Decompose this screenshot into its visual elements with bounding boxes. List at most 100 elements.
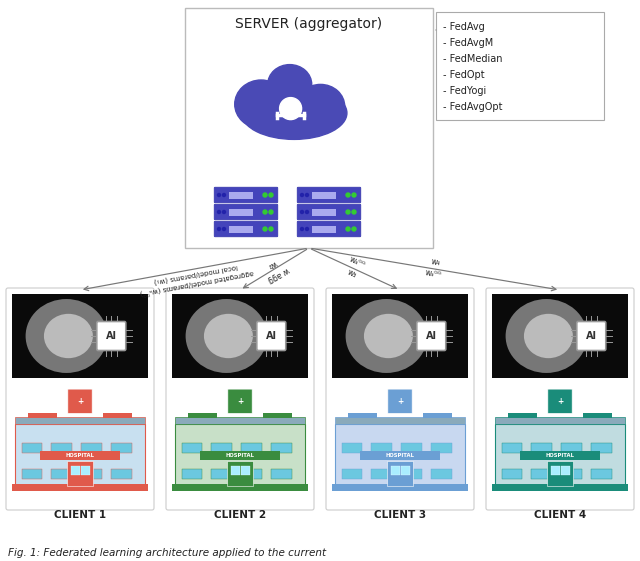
Circle shape xyxy=(305,194,308,196)
FancyBboxPatch shape xyxy=(6,288,154,510)
Text: - FedYogi: - FedYogi xyxy=(443,86,486,96)
FancyBboxPatch shape xyxy=(417,321,446,351)
Bar xyxy=(312,226,335,232)
Ellipse shape xyxy=(506,299,588,373)
Bar xyxy=(15,417,145,424)
Text: +: + xyxy=(397,397,403,406)
Bar xyxy=(335,417,465,424)
FancyBboxPatch shape xyxy=(486,288,634,510)
Bar xyxy=(502,443,522,453)
Bar xyxy=(342,469,362,479)
Ellipse shape xyxy=(44,314,93,358)
Text: CLIENT 1: CLIENT 1 xyxy=(54,510,106,520)
Text: SERVER (aggregator): SERVER (aggregator) xyxy=(236,17,383,31)
Text: CLIENT 4: CLIENT 4 xyxy=(534,510,586,520)
Text: AI: AI xyxy=(266,331,276,341)
Bar xyxy=(391,466,400,475)
Circle shape xyxy=(218,210,221,214)
Circle shape xyxy=(218,194,221,196)
Bar xyxy=(591,469,612,479)
Circle shape xyxy=(263,210,267,214)
Text: HOSPITAL: HOSPITAL xyxy=(545,453,575,458)
Text: +: + xyxy=(557,397,563,406)
Ellipse shape xyxy=(26,299,108,373)
Bar xyxy=(111,469,132,479)
Bar xyxy=(436,12,604,120)
Circle shape xyxy=(352,210,356,214)
Bar xyxy=(231,466,240,475)
Bar xyxy=(348,412,376,418)
Bar xyxy=(531,469,552,479)
Bar xyxy=(241,469,262,479)
Bar xyxy=(241,443,262,453)
Bar xyxy=(229,191,253,199)
Text: - FedAvgM: - FedAvgM xyxy=(443,38,493,48)
Bar xyxy=(22,443,42,453)
FancyBboxPatch shape xyxy=(68,389,92,413)
Ellipse shape xyxy=(186,299,268,373)
Bar xyxy=(401,443,422,453)
FancyBboxPatch shape xyxy=(548,389,572,413)
Bar xyxy=(561,466,570,475)
Circle shape xyxy=(223,194,225,196)
Bar xyxy=(332,294,468,378)
Text: CLIENT 3: CLIENT 3 xyxy=(374,510,426,520)
Ellipse shape xyxy=(524,314,573,358)
Bar xyxy=(40,451,120,460)
Text: - FedMedian: - FedMedian xyxy=(443,54,502,64)
Circle shape xyxy=(305,228,308,231)
Text: CLIENT 2: CLIENT 2 xyxy=(214,510,266,520)
Text: HOSPITAL: HOSPITAL xyxy=(65,453,95,458)
Bar xyxy=(211,469,232,479)
Bar xyxy=(332,484,468,491)
Bar xyxy=(175,424,305,486)
Bar xyxy=(182,443,202,453)
Bar xyxy=(81,466,90,475)
Circle shape xyxy=(223,228,225,231)
Bar xyxy=(172,484,308,491)
Bar xyxy=(182,469,202,479)
Bar xyxy=(561,443,582,453)
Bar xyxy=(502,469,522,479)
Bar xyxy=(211,443,232,453)
Bar xyxy=(520,451,600,460)
Text: Fig. 1: Federated learning architecture applied to the current: Fig. 1: Federated learning architecture … xyxy=(8,548,326,558)
Circle shape xyxy=(263,227,267,231)
Bar xyxy=(188,412,216,418)
Bar xyxy=(492,294,628,378)
FancyBboxPatch shape xyxy=(297,204,361,220)
Bar xyxy=(28,412,56,418)
Bar xyxy=(508,412,536,418)
Bar xyxy=(591,443,612,453)
Circle shape xyxy=(352,193,356,197)
Text: AI: AI xyxy=(426,331,436,341)
Bar xyxy=(531,443,552,453)
Ellipse shape xyxy=(296,84,345,128)
Bar xyxy=(371,443,392,453)
Bar xyxy=(172,294,308,378)
Circle shape xyxy=(346,227,350,231)
Bar xyxy=(227,461,253,486)
Ellipse shape xyxy=(204,314,253,358)
Circle shape xyxy=(346,193,350,197)
Text: +: + xyxy=(77,397,83,406)
Bar xyxy=(431,469,452,479)
Text: local model/params (w₁): local model/params (w₁) xyxy=(153,263,238,285)
Bar xyxy=(51,469,72,479)
Bar xyxy=(431,443,452,453)
FancyBboxPatch shape xyxy=(577,321,606,351)
Bar xyxy=(312,191,335,199)
Text: wₐᴳᴳ: wₐᴳᴳ xyxy=(348,255,367,270)
Bar xyxy=(424,412,452,418)
Text: +: + xyxy=(237,397,243,406)
Ellipse shape xyxy=(268,65,312,104)
Circle shape xyxy=(218,228,221,231)
Text: - FedOpt: - FedOpt xyxy=(443,70,484,80)
Bar xyxy=(81,443,102,453)
Ellipse shape xyxy=(241,86,347,139)
Text: w₃: w₃ xyxy=(346,268,358,279)
Text: aggregated model/params (wₐᴳᴳ): aggregated model/params (wₐᴳᴳ) xyxy=(140,269,255,297)
FancyBboxPatch shape xyxy=(97,321,126,351)
Bar xyxy=(200,451,280,460)
Bar xyxy=(229,209,253,215)
